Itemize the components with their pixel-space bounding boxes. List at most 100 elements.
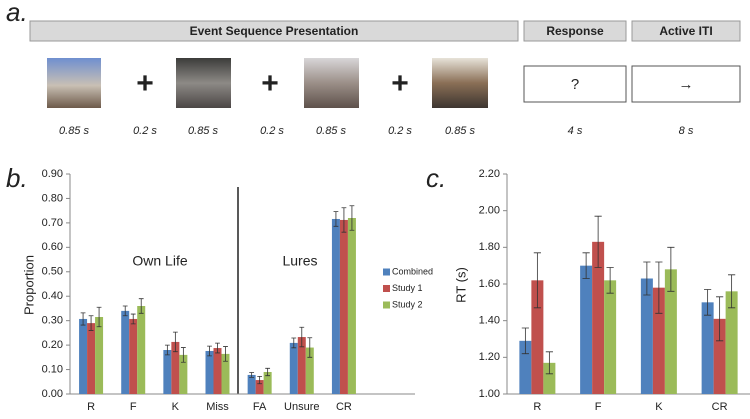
error-bar	[249, 372, 255, 378]
iti-symbol: →	[679, 76, 694, 93]
panel-label: c.	[426, 163, 446, 193]
bar	[604, 280, 617, 394]
legend-label: Study 1	[392, 283, 423, 293]
y-tick-label: 1.60	[479, 278, 500, 290]
x-tick-label: F	[130, 401, 137, 413]
error-bar	[341, 207, 347, 233]
bar	[129, 318, 138, 394]
duration: 0.85 s	[445, 125, 475, 137]
bar	[255, 380, 264, 394]
header-bar	[29, 20, 519, 42]
error-bar	[138, 298, 144, 314]
x-tick-label: Miss	[206, 401, 229, 413]
bar	[652, 287, 665, 394]
x-tick-label: F	[595, 401, 602, 413]
duration: 4 s	[568, 125, 583, 137]
response-symbol: ?	[571, 76, 579, 93]
error-bar	[88, 315, 94, 331]
error-bar	[291, 337, 297, 349]
x-tick-label: Unsure	[284, 401, 319, 413]
fixation-cross: +	[391, 67, 409, 100]
error-bar	[594, 215, 602, 268]
legend-swatch	[383, 268, 390, 276]
bar	[289, 342, 298, 394]
x-tick-label: FA	[253, 401, 267, 413]
y-tick-label: 0.30	[42, 315, 63, 327]
bar	[179, 354, 188, 394]
error-bar	[728, 274, 736, 309]
header-text: Event Sequence Presentation	[190, 24, 359, 38]
error-bar	[80, 312, 86, 326]
bar	[247, 374, 256, 394]
bar	[121, 310, 130, 394]
scene-image	[47, 58, 101, 108]
y-tick-label: 0.60	[42, 241, 63, 253]
error-bar	[643, 261, 651, 296]
legend-swatch	[383, 301, 390, 309]
annotation: Lures	[282, 253, 317, 269]
bar	[713, 318, 726, 394]
y-tick-label: 0.00	[42, 388, 63, 400]
bar	[213, 348, 222, 394]
error-bar	[172, 331, 178, 353]
header-bar	[523, 20, 627, 42]
bar	[221, 353, 230, 394]
error-bar	[223, 346, 228, 362]
error-bar	[667, 246, 675, 292]
error-bar	[349, 205, 355, 231]
bar	[297, 337, 306, 394]
bar	[87, 323, 96, 394]
scene-image	[304, 58, 359, 108]
bar	[339, 219, 348, 394]
scene-image	[432, 58, 488, 108]
y-axis-label: RT (s)	[453, 267, 468, 303]
error-bar	[655, 261, 663, 314]
error-bar	[606, 267, 614, 294]
bar	[171, 341, 180, 394]
bar	[163, 350, 172, 394]
scene-image	[176, 58, 231, 108]
error-bar	[207, 345, 212, 357]
annotation: Own Life	[132, 253, 187, 269]
y-tick-label: 2.00	[479, 205, 500, 217]
header-text: Active ITI	[659, 24, 712, 38]
y-tick-label: 0.20	[42, 339, 63, 351]
y-tick-label: 0.10	[42, 363, 63, 375]
duration: 0.2 s	[388, 125, 412, 137]
error-bar	[582, 252, 590, 279]
y-tick-label: 1.80	[479, 241, 500, 253]
y-tick-label: 1.00	[479, 388, 500, 400]
panel-label: a.	[6, 0, 28, 27]
error-bar	[215, 342, 220, 354]
bar	[664, 269, 677, 394]
bar	[640, 278, 653, 394]
x-tick-label: CR	[336, 401, 352, 413]
bar	[592, 241, 605, 394]
y-tick-label: 0.50	[42, 266, 63, 278]
bar	[519, 340, 532, 394]
bar	[543, 362, 556, 394]
bar	[205, 350, 214, 394]
error-bar	[307, 337, 313, 358]
panel-label: b.	[6, 163, 28, 193]
x-tick-label: R	[87, 401, 95, 413]
error-bar	[716, 296, 724, 342]
error-bar	[96, 306, 102, 328]
x-tick-label: R	[533, 401, 541, 413]
error-bar	[333, 211, 339, 227]
duration: 8 s	[679, 125, 694, 137]
error-bar	[545, 351, 553, 375]
y-tick-label: 0.40	[42, 290, 63, 302]
error-bar	[265, 367, 271, 377]
header-bar	[631, 20, 741, 42]
x-tick-label: K	[172, 401, 180, 413]
y-tick-label: 0.80	[42, 192, 63, 204]
error-bar	[299, 326, 305, 348]
bar	[95, 317, 104, 394]
x-tick-label: K	[655, 401, 663, 413]
bar	[79, 318, 88, 394]
bar	[305, 347, 314, 394]
error-bar	[533, 252, 541, 309]
y-tick-label: 1.20	[479, 351, 500, 363]
